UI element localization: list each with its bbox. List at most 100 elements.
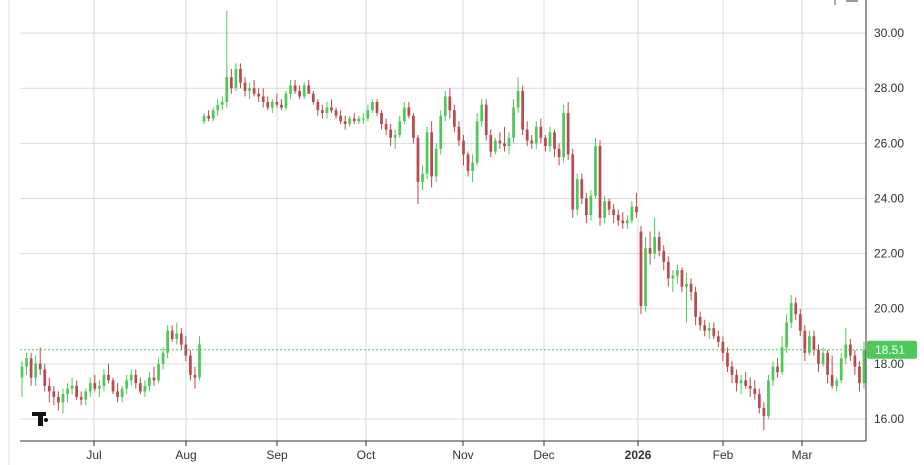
candle-body bbox=[125, 380, 129, 389]
candle-body bbox=[803, 330, 807, 353]
candle-body bbox=[594, 146, 597, 196]
candle-body bbox=[311, 93, 315, 102]
candle-body bbox=[621, 220, 625, 224]
candle-body bbox=[234, 68, 238, 89]
candle-body bbox=[430, 132, 433, 177]
candle-body bbox=[275, 101, 279, 105]
y-tick-label: 30.00 bbox=[874, 26, 904, 40]
candle-body bbox=[571, 154, 575, 210]
candle-body bbox=[321, 110, 324, 114]
candle-body bbox=[361, 118, 365, 120]
candle-body bbox=[484, 104, 488, 136]
candle-body bbox=[557, 148, 561, 158]
candle-body bbox=[808, 336, 811, 353]
candle-body bbox=[202, 115, 206, 122]
candle-body bbox=[689, 283, 693, 293]
candle-body bbox=[776, 366, 779, 373]
candle-body bbox=[148, 377, 151, 386]
candle-body bbox=[229, 77, 233, 89]
candle-body bbox=[780, 347, 784, 373]
candle-body bbox=[34, 363, 38, 378]
y-tick-label: 24.00 bbox=[874, 191, 904, 205]
last-price-tag bbox=[867, 340, 917, 359]
candle-body bbox=[507, 137, 511, 147]
candle-body bbox=[425, 132, 429, 174]
candle-body bbox=[20, 366, 24, 378]
y-tick-label: 16.00 bbox=[874, 412, 904, 426]
candle-body bbox=[666, 261, 670, 279]
candle-body bbox=[111, 380, 115, 392]
last-price-label: 18.51 bbox=[875, 343, 905, 357]
candle-body bbox=[107, 374, 110, 381]
candle-body bbox=[767, 380, 770, 417]
toolbar-menu-icon[interactable] bbox=[846, 0, 858, 2]
candles bbox=[20, 11, 866, 430]
candle-body bbox=[562, 113, 565, 158]
candle-body bbox=[29, 358, 33, 378]
candle-body bbox=[412, 115, 415, 138]
candle-body bbox=[84, 391, 88, 400]
candle-body bbox=[453, 110, 456, 127]
candle-body bbox=[612, 209, 616, 215]
candle-body bbox=[694, 292, 697, 317]
candle-body bbox=[748, 385, 752, 389]
candle-body bbox=[648, 248, 652, 254]
candle-body bbox=[639, 231, 643, 306]
candle-body bbox=[817, 350, 820, 364]
candle-body bbox=[493, 140, 497, 152]
candle-body bbox=[284, 93, 288, 108]
candle-body bbox=[189, 355, 192, 375]
candle-body bbox=[757, 394, 761, 408]
candle-body bbox=[607, 201, 611, 210]
candle-body bbox=[211, 110, 215, 119]
candle-body bbox=[489, 135, 493, 152]
candle-body bbox=[161, 352, 165, 364]
candle-body bbox=[462, 140, 465, 155]
candle-body bbox=[616, 214, 620, 221]
candle-body bbox=[330, 107, 333, 111]
candle-body bbox=[116, 391, 119, 397]
candle-body bbox=[47, 385, 51, 392]
candle-body bbox=[585, 198, 588, 215]
x-tick-label: Feb bbox=[713, 448, 734, 462]
candle-body bbox=[102, 374, 106, 386]
candle-body bbox=[466, 154, 470, 171]
candle-body bbox=[566, 113, 570, 155]
candle-body bbox=[644, 248, 647, 306]
candle-body bbox=[343, 121, 347, 125]
candle-body bbox=[630, 206, 634, 221]
candle-body bbox=[575, 179, 579, 210]
plot-area bbox=[20, 0, 866, 441]
candle-body bbox=[676, 270, 679, 276]
candle-body bbox=[252, 88, 256, 94]
y-tick-label: 28.00 bbox=[874, 81, 904, 95]
candle-body bbox=[75, 385, 78, 397]
candle-body bbox=[844, 344, 848, 359]
candle-body bbox=[530, 140, 534, 144]
candle-body bbox=[398, 121, 402, 136]
x-tick-label: Oct bbox=[357, 448, 376, 462]
candle-body bbox=[548, 132, 552, 147]
candle-body bbox=[503, 143, 506, 147]
candle-body bbox=[744, 380, 748, 386]
candle-body bbox=[839, 358, 843, 381]
candle-body bbox=[25, 358, 28, 367]
candle-body bbox=[225, 77, 229, 102]
candle-body bbox=[79, 396, 83, 400]
candle-body bbox=[407, 107, 411, 116]
candle-body bbox=[129, 374, 133, 381]
candle-body bbox=[835, 380, 839, 386]
candle-body bbox=[798, 314, 802, 331]
candle-body bbox=[789, 303, 793, 323]
candle-body bbox=[525, 129, 529, 141]
candle-body bbox=[862, 349, 866, 384]
candle-body bbox=[589, 195, 593, 215]
candle-body bbox=[166, 330, 170, 353]
y-tick-label: 20.00 bbox=[874, 302, 904, 316]
logo-mark-dot bbox=[44, 418, 48, 422]
candle-body bbox=[516, 90, 520, 108]
candle-body bbox=[257, 93, 261, 97]
candle-body bbox=[635, 206, 638, 213]
candle-body bbox=[534, 126, 538, 144]
candle-body bbox=[88, 383, 92, 392]
